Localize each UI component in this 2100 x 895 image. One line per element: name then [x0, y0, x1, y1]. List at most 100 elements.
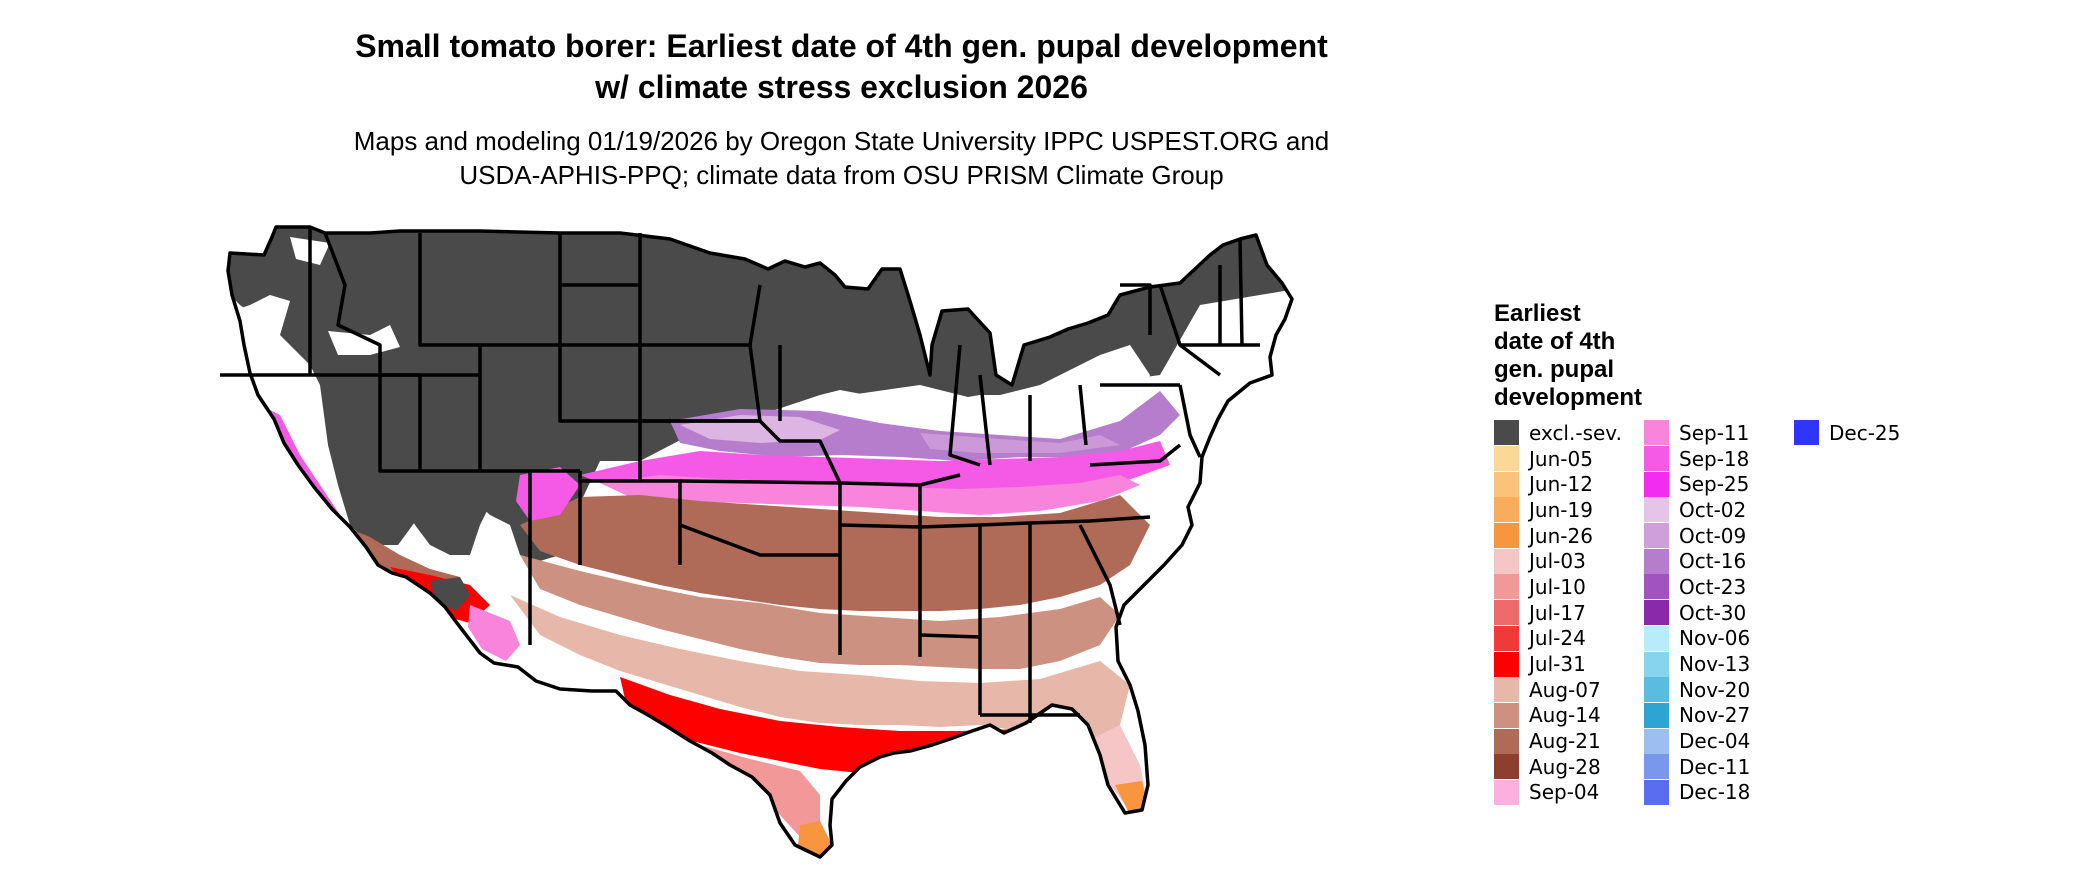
legend-swatch — [1644, 497, 1669, 523]
map-title: Small tomato borer: Earliest date of 4th… — [0, 26, 1683, 108]
legend-item: Sep-04 — [1494, 779, 1622, 806]
legend-item: Sep-11 — [1644, 420, 1750, 446]
legend-item: Aug-07 — [1494, 677, 1622, 703]
legend-swatch — [1644, 471, 1669, 497]
legend-item: Sep-18 — [1644, 446, 1750, 472]
legend-swatch — [1794, 420, 1819, 446]
legend-swatch — [1494, 651, 1519, 677]
legend-swatch — [1494, 497, 1519, 523]
legend-swatch — [1644, 523, 1669, 549]
legend-item: Jul-03 — [1494, 548, 1622, 574]
legend-item: Dec-04 — [1644, 728, 1750, 754]
legend-column: Dec-25 — [1794, 420, 1900, 446]
legend-title-line: date of 4th — [1494, 328, 1616, 355]
legend-label: Jun-26 — [1529, 523, 1593, 548]
legend-item: Aug-21 — [1494, 728, 1622, 754]
legend-label: Jul-24 — [1529, 626, 1586, 651]
legend-column: excl.-sev. Jun-05 Jun-12 Jun-19 Jun-26 Jul-03… — [1494, 420, 1622, 805]
legend-item: Jul-24 — [1494, 625, 1622, 652]
legend-swatch — [1644, 446, 1669, 472]
legend-swatch — [1494, 625, 1519, 651]
legend-item: Jun-05 — [1494, 446, 1622, 472]
legend-swatch — [1494, 677, 1519, 703]
legend-label: Dec-25 — [1829, 420, 1901, 445]
map-subtitle: Maps and modeling 01/19/2026 by Oregon S… — [0, 124, 1683, 192]
legend-item: Oct-02 — [1644, 497, 1750, 523]
legend-item: Nov-27 — [1644, 702, 1750, 729]
legend-swatch — [1494, 779, 1519, 805]
legend-label: Aug-14 — [1529, 703, 1601, 728]
legend-swatch — [1644, 677, 1669, 703]
legend-label: Dec-18 — [1679, 780, 1751, 805]
legend-item: Dec-18 — [1644, 779, 1751, 806]
legend-item: Jun-26 — [1494, 523, 1622, 549]
legend-label: Aug-21 — [1529, 729, 1601, 754]
map-subtitle-line-2: USDA-APHIS-PPQ; climate data from OSU PR… — [459, 160, 1224, 190]
legend-label: Aug-07 — [1529, 677, 1601, 702]
legend-label: Oct-30 — [1679, 600, 1747, 625]
legend-label: Sep-18 — [1679, 446, 1750, 471]
legend-label: Aug-28 — [1529, 754, 1601, 779]
legend-swatch — [1494, 702, 1519, 728]
legend-label: Jul-17 — [1529, 600, 1586, 625]
legend-label: Dec-04 — [1679, 729, 1751, 754]
legend-item: Jul-10 — [1494, 574, 1622, 600]
legend-swatch — [1494, 420, 1519, 446]
legend-swatch — [1494, 523, 1519, 549]
legend-item: Oct-30 — [1644, 600, 1750, 626]
legend-swatch — [1494, 600, 1519, 626]
legend-swatch — [1644, 779, 1669, 805]
legend-item: Nov-13 — [1644, 651, 1750, 677]
legend-item: Jul-31 — [1494, 651, 1622, 677]
legend-swatch — [1494, 574, 1519, 600]
map-title-line-2: w/ climate stress exclusion 2026 — [595, 69, 1088, 105]
state-borders — [220, 225, 1294, 859]
legend-label: Oct-16 — [1679, 549, 1747, 574]
legend-label: Sep-25 — [1679, 472, 1750, 497]
map-title-line-1: Small tomato borer: Earliest date of 4th… — [355, 28, 1328, 64]
legend-swatch — [1494, 446, 1519, 472]
legend-label: Jun-05 — [1529, 446, 1593, 471]
legend-swatch — [1644, 702, 1669, 728]
legend-title: Earliest date of 4th gen. pupal developm… — [1494, 300, 1694, 412]
legend-title-line: gen. pupal — [1494, 356, 1614, 383]
us-map — [220, 225, 1294, 859]
legend-label: Jun-19 — [1529, 497, 1593, 522]
legend-label: Oct-23 — [1679, 574, 1747, 599]
legend-swatch — [1494, 754, 1519, 780]
legend-swatch — [1644, 651, 1669, 677]
legend-item: Jul-17 — [1494, 600, 1622, 626]
legend-item: Nov-06 — [1644, 625, 1751, 652]
legend-item: Nov-20 — [1644, 677, 1750, 703]
legend-label: Oct-02 — [1679, 497, 1747, 522]
legend-item: excl.-sev. — [1494, 420, 1622, 446]
legend-label: Oct-09 — [1679, 523, 1747, 548]
legend-items: excl.-sev. Jun-05 Jun-12 Jun-19 Jun-26 Jul-03… — [1494, 420, 2094, 820]
legend: Earliest date of 4th gen. pupal developm… — [1494, 300, 1900, 805]
legend-item: Jun-12 — [1494, 471, 1622, 497]
legend-label: Sep-11 — [1679, 420, 1750, 445]
legend-label: Jul-10 — [1529, 574, 1586, 599]
map-subtitle-line-1: Maps and modeling 01/19/2026 by Oregon S… — [353, 126, 1330, 156]
legend-item: Aug-14 — [1494, 702, 1622, 729]
legend-item: Dec-11 — [1644, 754, 1750, 780]
legend-item: Jun-19 — [1494, 497, 1622, 523]
legend-label: excl.-sev. — [1529, 420, 1622, 445]
legend-item: Oct-23 — [1644, 574, 1750, 600]
legend-label: Nov-20 — [1679, 677, 1751, 702]
legend-label: Sep-04 — [1529, 780, 1600, 805]
legend-label: Jul-03 — [1529, 549, 1586, 574]
legend-swatch — [1644, 600, 1669, 626]
legend-item: Dec-25 — [1794, 420, 1900, 446]
legend-swatch — [1494, 728, 1519, 754]
legend-swatch — [1494, 548, 1519, 574]
legend-swatch — [1644, 728, 1669, 754]
legend-swatch — [1644, 420, 1669, 446]
legend-swatch — [1644, 574, 1669, 600]
legend-label: Nov-13 — [1679, 652, 1751, 677]
legend-swatch — [1644, 754, 1669, 780]
legend-label: Nov-06 — [1679, 626, 1751, 651]
legend-label: Jul-31 — [1529, 652, 1586, 677]
legend-item: Sep-25 — [1644, 471, 1750, 497]
legend-column: Sep-11 Sep-18 Sep-25 Oct-02 Oct-09 Oct-16 Oct-… — [1644, 420, 1750, 805]
